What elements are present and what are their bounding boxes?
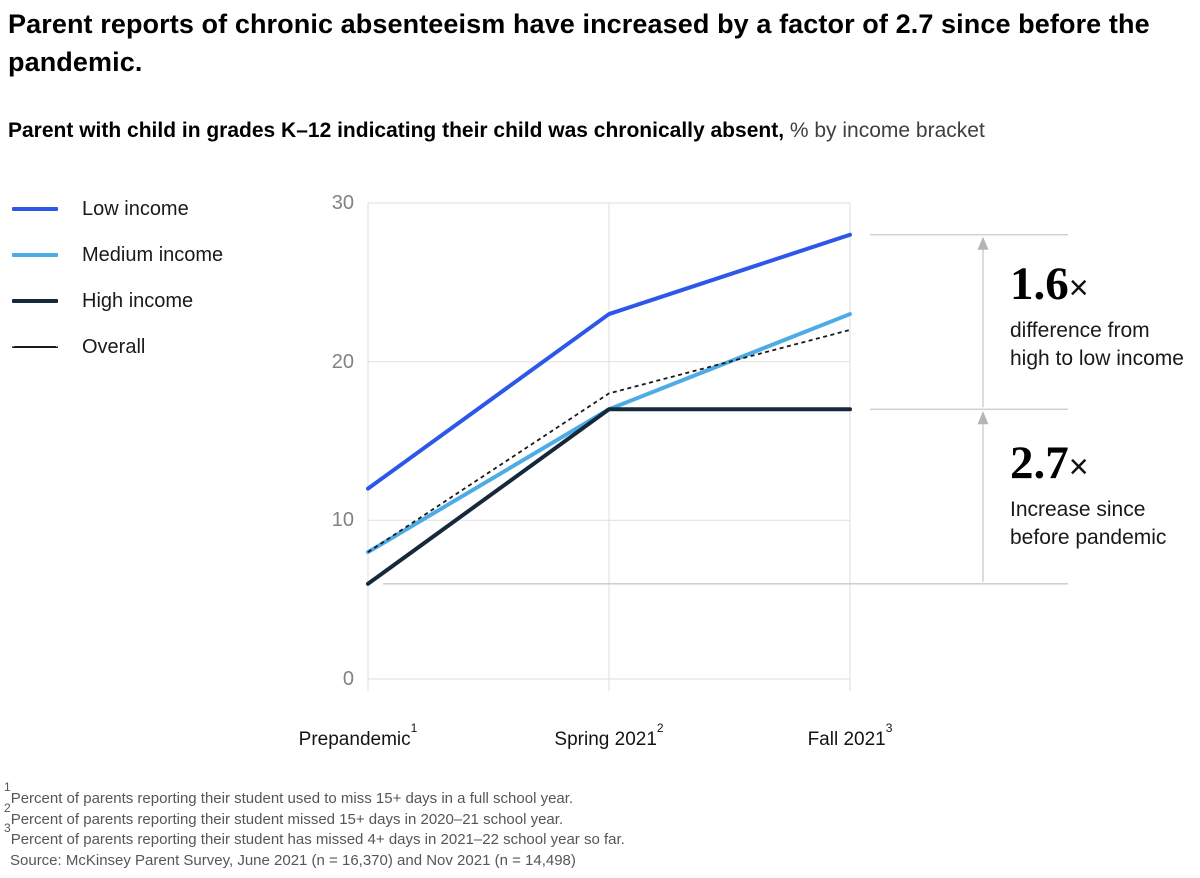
footnote-1: 1Percent of parents reporting their stud… [4,780,574,807]
annotation-factor-2-7x: 2.7× [1010,437,1089,489]
page-title: Parent reports of chronic absenteeism ha… [8,9,1150,77]
legend-swatch-overall [12,346,58,348]
footnotes: 1Percent of parents reporting their stud… [4,780,625,871]
chart-legend: Low income Medium income High income Ove… [12,198,223,382]
chart-subtitle-measure: Parent with child in grades K–12 indicat… [8,119,785,142]
legend-item-high-income: High income [12,290,223,312]
footnote-marker-2: 2 [656,720,664,735]
footnote-2: 2Percent of parents reporting their stud… [4,800,564,828]
legend-item-overall: Overall [12,336,223,358]
multiply-sign: × [1068,269,1089,307]
x-axis-label-fall-2021: Fall 20213 [807,720,893,750]
annotation-factor-1-6x: 1.6× [1010,258,1089,310]
multiply-sign: × [1068,448,1089,486]
legend-swatch-medium-income [12,253,58,257]
chart-subtitle-unit: % by income bracket [784,119,985,142]
footnote-marker-3: 3 [885,720,893,735]
footnote-marker-1: 1 [410,720,418,735]
legend-label-medium-income: Medium income [82,243,224,266]
legend-swatch-low-income [12,207,58,211]
legend-item-low-income: Low income [12,198,223,220]
chart-subtitle: Parent with child in grades K–12 indicat… [8,118,1188,144]
y-axis-tick-30: 30 [331,192,354,214]
legend-label-high-income: High income [82,289,194,312]
x-axis-label-spring-2021: Spring 20212 [554,720,664,750]
source-line: Source: McKinsey Parent Survey, June 202… [10,851,576,869]
annotation-description: difference from high to low income [1010,319,1184,370]
footnote-3: 3Percent of parents reporting their stud… [4,821,625,848]
y-axis-tick-10: 10 [331,509,354,531]
annotation-high-low-difference: 1.6× difference from high to low income [1010,258,1195,373]
legend-label-low-income: Low income [82,197,189,220]
annotation-description: Increase since before pandemic [1010,498,1167,549]
x-axis-label-prepandemic: Prepandemic1 [298,720,418,750]
y-axis-tick-0: 0 [342,668,354,690]
legend-swatch-high-income [12,299,58,303]
legend-item-medium-income: Medium income [12,244,223,266]
legend-label-overall: Overall [82,335,146,358]
y-axis-tick-20: 20 [331,351,354,373]
annotation-pandemic-increase: 2.7× Increase since before pandemic [1010,437,1195,552]
